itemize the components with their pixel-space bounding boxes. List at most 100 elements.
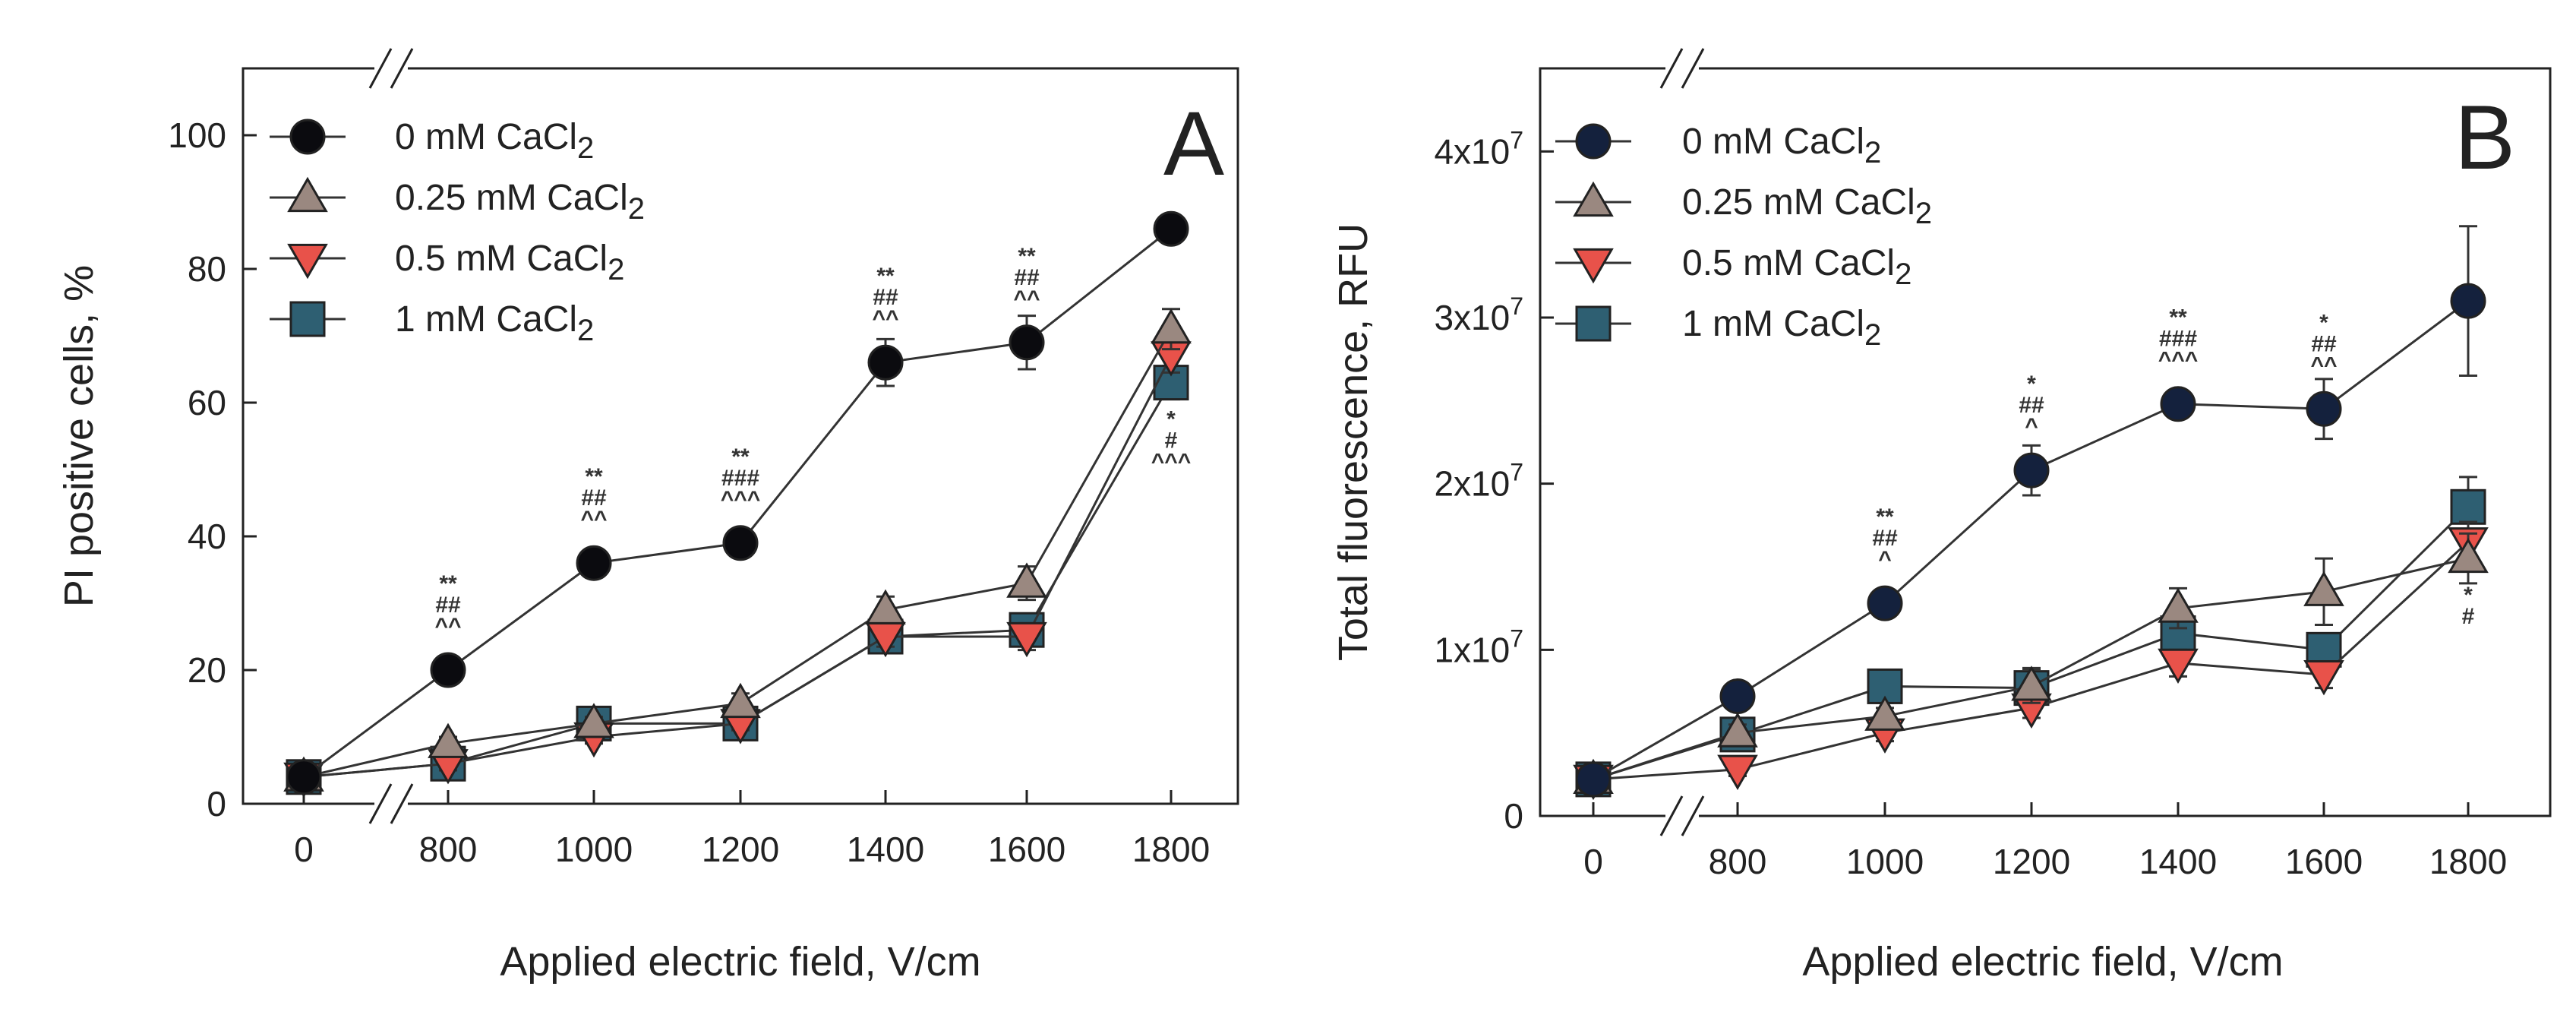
chart-a-data-point <box>865 589 906 624</box>
chart-b-legend-label: 0 mM CaCl2 <box>1682 122 1881 169</box>
chart-a-x-axis-label: Applied electric field, V/cm <box>500 939 980 985</box>
chart-a-legend: 0 mM CaCl2 0.25 mM CaCl2 0.5 mM CaCl2 1 mM … <box>270 117 645 347</box>
chart-b-x-axis-label: Applied electric field, V/cm <box>1802 939 2283 985</box>
chart-a-legend-marker <box>289 119 326 155</box>
chart-a-legend-marker <box>287 243 328 280</box>
chart-a-legend-subscript: 2 <box>577 131 594 165</box>
chart-a-axis-break-slash <box>368 48 393 89</box>
chart-a-series-0 <box>286 210 1189 795</box>
chart-b-significance-mark: ^ <box>1878 547 1892 572</box>
chart-b-y-tick-label: 3x107 <box>1434 292 1523 337</box>
chart-b-data-point <box>2450 488 2486 525</box>
chart-a-legend-subscript: 2 <box>577 314 594 347</box>
chart-b-significance-mark: ^ <box>2025 414 2038 439</box>
chart-a-data-point <box>722 525 759 561</box>
chart-a-legend-item: 1 mM CaCl2 <box>270 299 594 347</box>
chart-a-data-point <box>573 703 614 738</box>
chart-b-y-axis: 0 1x107 2x107 3x107 4x107 <box>1434 126 1554 836</box>
chart-a-annotations: **##^^**##^^**###^^^**##^^**##^^*#^^^ <box>434 244 1191 639</box>
chart-b: 0 1x107 2x107 3x107 4x107 0 800 1000 1200 1400 16… <box>1331 48 2552 985</box>
chart-b-significance-mark: ^^^ <box>2158 348 2199 373</box>
chart-b-x-tick-label: 800 <box>1709 842 1767 881</box>
chart-a-data-point <box>1153 210 1189 247</box>
chart-b-legend-marker <box>1575 305 1612 342</box>
chart-a-significance-mark: ## <box>873 285 898 310</box>
chart-b-data-point <box>2013 452 2050 488</box>
chart-b-legend-subscript: 2 <box>1864 136 1881 169</box>
chart-b-data-point <box>2158 587 2199 623</box>
chart-b-data-point <box>2450 283 2486 319</box>
chart-b-y-axis-label: Total fluorescence, RFU <box>1331 223 1376 661</box>
chart-a-significance-mark: ## <box>1014 265 1040 290</box>
chart-a-data-point <box>428 722 469 758</box>
chart-b-y-tick-label: 0 <box>1504 796 1523 836</box>
chart-a-data-point <box>1006 621 1047 658</box>
chart-a-axis-break-slash <box>390 48 414 89</box>
chart-b-x-tick-label: 1600 <box>2285 842 2363 881</box>
chart-a-x-tick-label: 1200 <box>702 830 779 869</box>
chart-a-legend-item: 0 mM CaCl2 <box>270 117 594 165</box>
chart-a-axis-break-slash <box>368 783 393 824</box>
chart-b-x-tick-label: 1000 <box>1846 842 1924 881</box>
chart-b-legend-subscript: 2 <box>1915 197 1932 230</box>
chart-b-axis-break-slash <box>1681 795 1705 836</box>
chart-a-x-tick-label: 1400 <box>847 830 924 869</box>
chart-b-legend-label: 1 mM CaCl2 <box>1682 304 1881 352</box>
chart-b-legend-item: 1 mM CaCl2 <box>1555 304 1881 352</box>
chart-b-annotations: **##^*##^**###^^^*##^^*# <box>1872 305 2474 629</box>
chart-b-panel-label: B <box>2454 87 2515 188</box>
chart-a-data-point <box>867 344 904 381</box>
chart-a-y-tick-label: 80 <box>188 249 226 289</box>
chart-a-significance-mark: ^^ <box>872 306 898 331</box>
chart-a-legend-item: 0.5 mM CaCl2 <box>270 239 624 286</box>
chart-b-data-point <box>2160 386 2196 422</box>
chart-a-significance-mark: ** <box>731 444 750 469</box>
chart-b-y-tick-exponent: 7 <box>1510 126 1523 153</box>
chart-a-y-tick-label: 60 <box>188 383 226 422</box>
chart-b-legend-subscript: 2 <box>1895 258 1911 291</box>
chart-a-data-point <box>576 545 612 581</box>
chart-b-significance-mark: * <box>2319 310 2328 335</box>
chart-a-significance-mark: ** <box>876 264 895 289</box>
chart-b-y-tick-label: 1x107 <box>1434 624 1523 669</box>
chart-a-data-point <box>286 759 322 795</box>
chart-a-data-point <box>1151 308 1192 344</box>
chart-a-legend-subscript: 2 <box>608 253 624 286</box>
chart-b-data-point <box>2306 390 2342 427</box>
chart-b-significance-mark: * <box>2027 371 2036 397</box>
chart-b-plot-area <box>1573 225 2489 801</box>
chart-b-legend-marker <box>1573 181 1614 217</box>
chart-a-y-tick-label: 40 <box>188 517 226 556</box>
chart-a-legend-marker <box>289 301 326 337</box>
chart-a-y-axis: 0 20 40 60 80 100 <box>168 115 257 824</box>
chart-a-significance-mark: ** <box>1018 244 1036 269</box>
chart-b-legend-label: 0.25 mM CaCl2 <box>1682 182 1932 230</box>
chart-a-significance-mark: ** <box>439 571 457 596</box>
chart-b-x-tick-label: 1400 <box>2139 842 2217 881</box>
chart-b-data-point <box>1719 678 1756 715</box>
chart-b-legend-marker <box>1573 248 1614 284</box>
chart-b-legend: 0 mM CaCl2 0.25 mM CaCl2 0.5 mM CaCl2 1 mM … <box>1555 122 1932 352</box>
chart-b-x-axis: 0 800 1000 1200 1400 1600 1800 <box>1583 802 2507 881</box>
chart-a-significance-mark: ## <box>435 593 461 618</box>
chart-a-axis-break-slash <box>390 783 414 824</box>
chart-b-data-point <box>2303 571 2344 606</box>
chart-a-y-tick-label: 100 <box>168 115 226 155</box>
chart-a-significance-mark: * <box>1166 407 1176 432</box>
chart-a-x-tick-label: 800 <box>419 830 478 869</box>
chart-a-significance-mark: # <box>1165 428 1178 454</box>
chart-a-data-point <box>720 682 761 719</box>
chart-a-significance-mark: ## <box>581 485 607 511</box>
chart-b-data-point <box>2158 648 2199 684</box>
chart-a-x-axis: 0 800 1000 1200 1400 1600 1800 <box>294 790 1210 869</box>
chart-a-plot-area <box>283 210 1192 798</box>
chart-a-x-tick-label: 1800 <box>1132 830 1210 869</box>
chart-b-significance-mark: ** <box>1876 504 1894 530</box>
chart-a-significance-mark: ^^ <box>580 507 607 532</box>
chart-a-legend-subscript: 2 <box>628 192 645 226</box>
chart-b-series-1 <box>1573 532 2489 794</box>
chart-a-x-tick-label: 1000 <box>555 830 633 869</box>
chart-b-data-point <box>2303 660 2344 696</box>
chart-b-data-point <box>1864 695 1905 731</box>
